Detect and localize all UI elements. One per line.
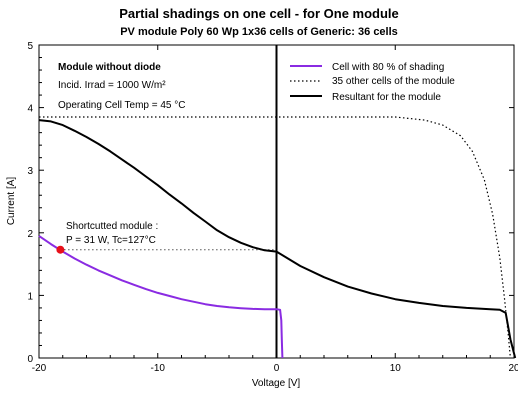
chart-title: Partial shadings on one cell - for One m… [119,6,399,21]
y-tick-label: 3 [27,166,33,177]
legend-label-shaded-cell: Cell with 80 % of shading [332,62,444,73]
x-tick-label: -10 [151,363,166,374]
x-tick-label: 10 [390,363,402,374]
annotation-temperature: Operating Cell Temp = 45 °C [58,100,186,111]
series-other-cells [39,116,511,359]
annotation-heading: Module without diode [58,62,161,73]
x-axis-label: Voltage [V] [252,378,301,389]
shortcut-point-marker [56,245,65,254]
annotation-shortcut-title: Shortcutted module : [66,221,158,232]
y-tick-label: 2 [27,229,33,240]
annotation-irradiance: Incid. Irrad = 1000 W/m² [58,80,166,91]
y-tick-label: 0 [27,354,33,365]
legend-label-resultant: Resultant for the module [332,92,441,103]
y-tick-label: 1 [27,291,33,302]
y-axis-label: Current [A] [6,177,17,226]
legend-label-other-cells: 35 other cells of the module [332,76,455,87]
x-tick-label: 0 [274,363,280,374]
y-axis-ticks: 0 1 2 3 4 5 [27,41,514,365]
x-axis-ticks: -20 -10 0 10 20 [32,45,518,374]
series-layer [38,116,517,359]
y-tick-label: 4 [27,104,33,115]
legend: Cell with 80 % of shading 35 other cells… [290,62,455,103]
series-shaded-cell [38,235,284,359]
x-tick-label: 20 [508,363,518,374]
chart-subtitle: PV module Poly 60 Wp 1x36 cells of Gener… [120,26,398,38]
x-tick-label: -20 [32,363,47,374]
y-tick-label: 5 [27,41,33,52]
series-resultant [38,119,517,359]
annotation-shortcut-values: P = 31 W, Tc=127°C [66,235,156,246]
